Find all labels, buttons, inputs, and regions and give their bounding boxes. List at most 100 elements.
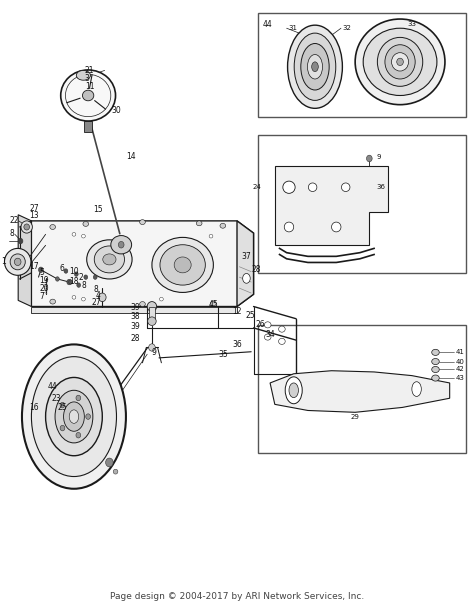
Ellipse shape <box>84 275 88 280</box>
Ellipse shape <box>46 378 102 455</box>
Ellipse shape <box>61 70 116 121</box>
Ellipse shape <box>83 221 89 226</box>
Text: 1: 1 <box>1 257 6 267</box>
Text: 44: 44 <box>48 381 58 390</box>
Ellipse shape <box>289 383 299 398</box>
Text: 19: 19 <box>39 276 49 284</box>
Ellipse shape <box>14 258 21 265</box>
Text: 3: 3 <box>85 74 90 83</box>
Text: 30: 30 <box>112 106 121 115</box>
Ellipse shape <box>69 410 79 424</box>
Ellipse shape <box>76 432 81 438</box>
Text: 8: 8 <box>94 285 99 294</box>
Ellipse shape <box>55 277 59 281</box>
Ellipse shape <box>392 53 409 71</box>
Text: 7: 7 <box>39 292 45 300</box>
Ellipse shape <box>24 224 29 230</box>
Ellipse shape <box>60 402 65 408</box>
Text: 21: 21 <box>85 66 94 75</box>
Ellipse shape <box>82 90 94 101</box>
Ellipse shape <box>82 234 85 238</box>
Ellipse shape <box>312 62 318 72</box>
Text: 44: 44 <box>263 20 273 29</box>
Ellipse shape <box>301 44 329 90</box>
Ellipse shape <box>147 302 156 311</box>
Text: 28: 28 <box>131 335 140 343</box>
Text: Page design © 2004-2017 by ARI Network Services, Inc.: Page design © 2004-2017 by ARI Network S… <box>110 592 364 601</box>
Ellipse shape <box>94 246 125 273</box>
Text: 2: 2 <box>79 273 83 282</box>
Bar <box>149 306 155 319</box>
Text: ARI: ARI <box>151 258 247 306</box>
Text: 29: 29 <box>350 414 359 419</box>
Ellipse shape <box>67 280 72 285</box>
Ellipse shape <box>174 257 191 273</box>
Ellipse shape <box>50 299 55 304</box>
Text: 9: 9 <box>376 154 381 159</box>
Ellipse shape <box>87 240 132 279</box>
Ellipse shape <box>283 181 295 193</box>
Ellipse shape <box>69 280 73 284</box>
Text: 11: 11 <box>85 82 94 91</box>
Ellipse shape <box>76 70 91 80</box>
Ellipse shape <box>148 317 156 326</box>
Ellipse shape <box>264 322 271 328</box>
Text: 25: 25 <box>57 403 67 412</box>
Text: 35: 35 <box>218 349 228 359</box>
Ellipse shape <box>86 414 91 419</box>
Ellipse shape <box>64 269 68 273</box>
Ellipse shape <box>149 344 155 351</box>
Text: 23: 23 <box>52 394 61 403</box>
Polygon shape <box>237 221 254 306</box>
Ellipse shape <box>50 224 55 229</box>
Ellipse shape <box>355 19 445 105</box>
Text: 6: 6 <box>60 264 64 273</box>
Ellipse shape <box>294 33 336 101</box>
Ellipse shape <box>22 345 126 489</box>
Bar <box>258 325 466 453</box>
Text: 31: 31 <box>288 25 297 31</box>
Text: 9: 9 <box>152 348 157 357</box>
Text: 36: 36 <box>232 340 242 349</box>
Text: 4: 4 <box>95 291 100 300</box>
Text: 10: 10 <box>69 267 79 276</box>
Ellipse shape <box>76 395 81 401</box>
Ellipse shape <box>432 375 439 381</box>
Text: 17: 17 <box>29 262 39 271</box>
Ellipse shape <box>106 458 113 467</box>
Bar <box>84 121 92 132</box>
Ellipse shape <box>279 326 285 332</box>
Text: 40: 40 <box>456 359 464 365</box>
Ellipse shape <box>377 37 423 86</box>
Ellipse shape <box>72 232 76 236</box>
Ellipse shape <box>366 155 372 162</box>
Text: 12: 12 <box>232 307 242 316</box>
Ellipse shape <box>432 359 439 365</box>
Text: 42: 42 <box>456 367 464 373</box>
Text: 38: 38 <box>130 313 140 321</box>
Bar <box>258 135 466 273</box>
Polygon shape <box>31 221 254 306</box>
Ellipse shape <box>412 382 421 397</box>
Text: 26: 26 <box>256 321 265 329</box>
Text: 15: 15 <box>93 205 102 215</box>
Ellipse shape <box>38 267 43 273</box>
Bar <box>258 13 466 117</box>
Text: 24: 24 <box>253 185 262 190</box>
Text: 28: 28 <box>251 265 261 274</box>
Ellipse shape <box>331 222 341 232</box>
Text: 39: 39 <box>130 322 140 330</box>
Ellipse shape <box>432 367 439 373</box>
Ellipse shape <box>196 221 202 226</box>
Ellipse shape <box>160 245 205 285</box>
Ellipse shape <box>64 402 84 432</box>
Text: 27: 27 <box>91 299 101 307</box>
Text: 14: 14 <box>126 152 136 161</box>
Text: 13: 13 <box>29 211 39 221</box>
Ellipse shape <box>55 390 93 443</box>
Ellipse shape <box>220 223 226 228</box>
Text: 25: 25 <box>246 311 255 320</box>
Ellipse shape <box>99 293 106 302</box>
Ellipse shape <box>210 301 216 306</box>
Ellipse shape <box>308 55 322 79</box>
